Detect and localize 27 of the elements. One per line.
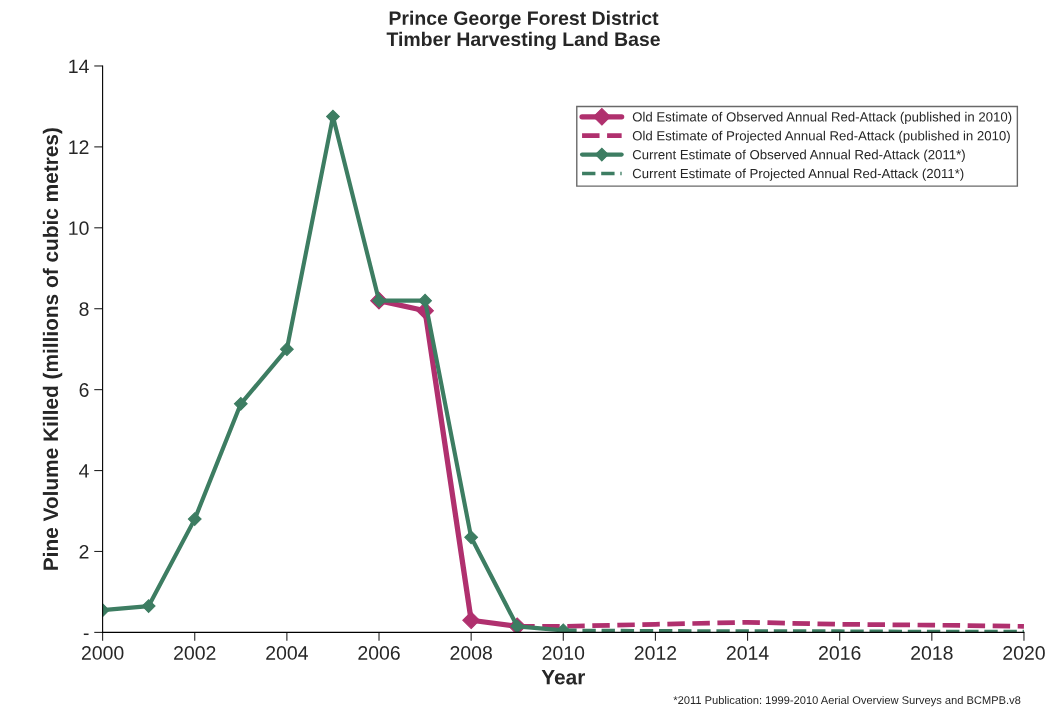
legend-label: Current Estimate of Projected Annual Red-Attack (2011*) xyxy=(632,168,964,181)
text: *2011 Publication: 1999-2010 Aerial Overview Surveys and BCMPB.v8 xyxy=(673,695,1021,707)
x-tick-label: 2004 xyxy=(266,646,308,660)
x-tick-label: 2002 xyxy=(174,646,216,660)
x-tick-label: 2006 xyxy=(358,646,400,660)
y-tick-label: 12 xyxy=(69,140,89,154)
x-tick-label: 2018 xyxy=(911,646,953,660)
legend-label: Old Estimate of Projected Annual Red-Attack (published in 2010) xyxy=(632,130,1010,144)
x-tick-label: 2014 xyxy=(726,646,769,660)
chart-title: Prince George Forest District Timber Harvesting Land Base xyxy=(386,10,660,50)
x-tick-label: 2008 xyxy=(450,646,492,660)
y-tick-label: - xyxy=(83,633,89,636)
x-tick-label: 2012 xyxy=(634,646,677,660)
x-tick-label: 2010 xyxy=(542,646,585,660)
legend-label: Current Estimate of Observed Annual Red-Attack (2011*) xyxy=(632,149,965,162)
y-tick-label: 2 xyxy=(79,544,89,559)
x-tick-label: 2020 xyxy=(1003,646,1045,660)
legend-label: Old Estimate of Observed Annual Red-Attack (published in 2010) xyxy=(632,111,1012,125)
x-axis-title: Year xyxy=(541,670,585,685)
y-tick-label: 6 xyxy=(79,383,89,397)
x-tick-label: 2016 xyxy=(819,646,861,660)
x-tick-label: 2000 xyxy=(81,646,124,660)
y-tick-label: 8 xyxy=(79,302,89,316)
y-tick-label: 14 xyxy=(69,59,89,74)
y-tick-label: 10 xyxy=(69,221,89,236)
y-tick-label: 4 xyxy=(79,464,89,478)
y-axis-title: Pine Volume Killed (millions of cubic metres) xyxy=(42,128,63,570)
